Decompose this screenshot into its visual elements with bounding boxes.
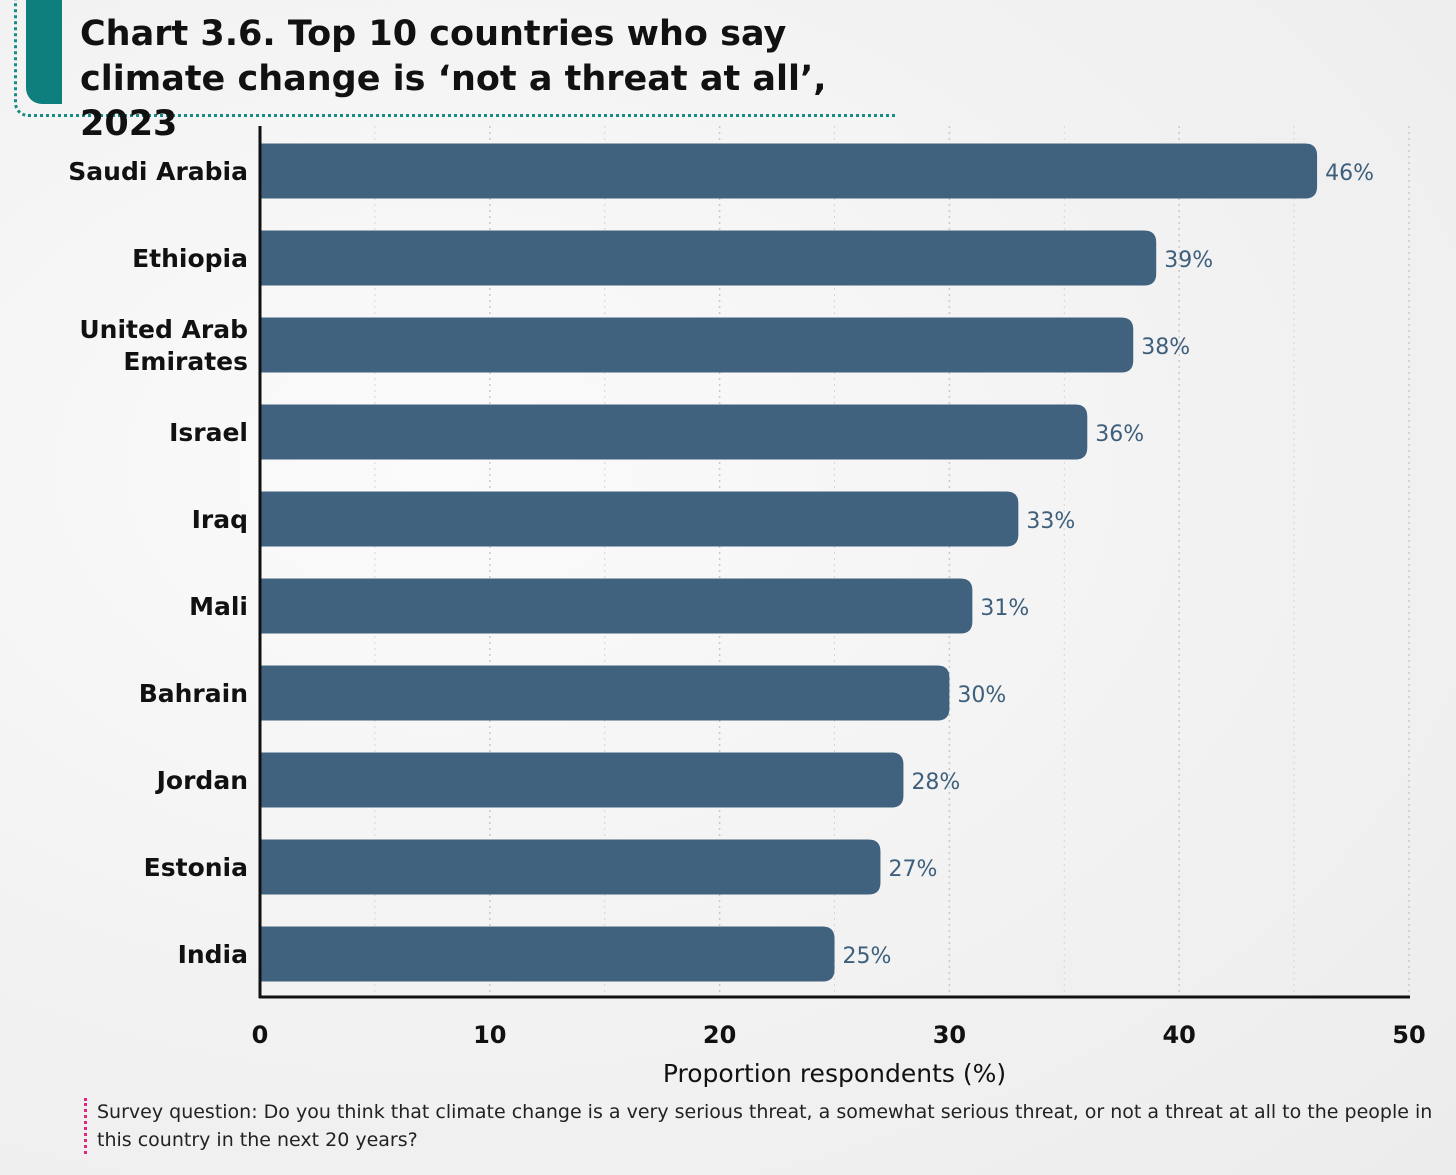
category-label-2-line-1: Emirates bbox=[123, 347, 248, 376]
x-tick-label-10: 10 bbox=[473, 1021, 506, 1049]
value-label-5: 31% bbox=[980, 596, 1029, 621]
value-label-8: 27% bbox=[888, 857, 937, 882]
title-dotted-frame bbox=[14, 0, 895, 117]
x-tick-label-0: 0 bbox=[252, 1021, 269, 1049]
category-label-2-line-0: United Arab bbox=[79, 315, 248, 344]
category-label-6: Bahrain bbox=[139, 679, 248, 708]
survey-footnote: Survey question: Do you think that clima… bbox=[84, 1098, 1447, 1154]
category-label-9: India bbox=[178, 940, 248, 969]
bar-9 bbox=[260, 926, 835, 982]
bar-6 bbox=[260, 665, 950, 721]
category-label-8: Estonia bbox=[144, 853, 248, 882]
x-tick-label-30: 30 bbox=[933, 1021, 966, 1049]
bar-4 bbox=[260, 491, 1019, 547]
value-label-4: 33% bbox=[1026, 509, 1075, 534]
category-label-4: Iraq bbox=[192, 505, 248, 534]
x-tick-label-40: 40 bbox=[1162, 1021, 1195, 1049]
bar-0 bbox=[260, 143, 1318, 199]
value-label-6: 30% bbox=[957, 683, 1006, 708]
category-label-5: Mali bbox=[189, 592, 248, 621]
value-label-1: 39% bbox=[1164, 248, 1213, 273]
value-label-7: 28% bbox=[911, 770, 960, 795]
x-tick-label-50: 50 bbox=[1392, 1021, 1425, 1049]
chart-title: Chart 3.6. Top 10 countries who say clim… bbox=[80, 14, 827, 144]
value-label-2: 38% bbox=[1141, 335, 1190, 360]
bar-5 bbox=[260, 578, 973, 634]
bar-7 bbox=[260, 752, 904, 808]
title-accent-bar bbox=[26, 0, 62, 104]
x-axis-title: Proportion respondents (%) bbox=[663, 1059, 1006, 1088]
value-label-3: 36% bbox=[1095, 422, 1144, 447]
value-label-0: 46% bbox=[1325, 161, 1374, 186]
bar-8 bbox=[260, 839, 881, 895]
category-label-1: Ethiopia bbox=[132, 244, 248, 273]
bar-1 bbox=[260, 230, 1157, 286]
bar-chart: 46% Saudi Arabia 39% Ethiopia 38% United Arab… bbox=[68, 126, 1426, 1088]
chart-title-block: Chart 3.6. Top 10 countries who say clim… bbox=[0, 0, 900, 144]
bar-2 bbox=[260, 317, 1134, 373]
category-label-7: Jordan bbox=[155, 766, 248, 795]
value-label-9: 25% bbox=[843, 944, 892, 969]
category-label-0: Saudi Arabia bbox=[68, 157, 248, 186]
bar-3 bbox=[260, 404, 1088, 460]
x-tick-label-20: 20 bbox=[703, 1021, 736, 1049]
category-label-3: Israel bbox=[169, 418, 248, 447]
